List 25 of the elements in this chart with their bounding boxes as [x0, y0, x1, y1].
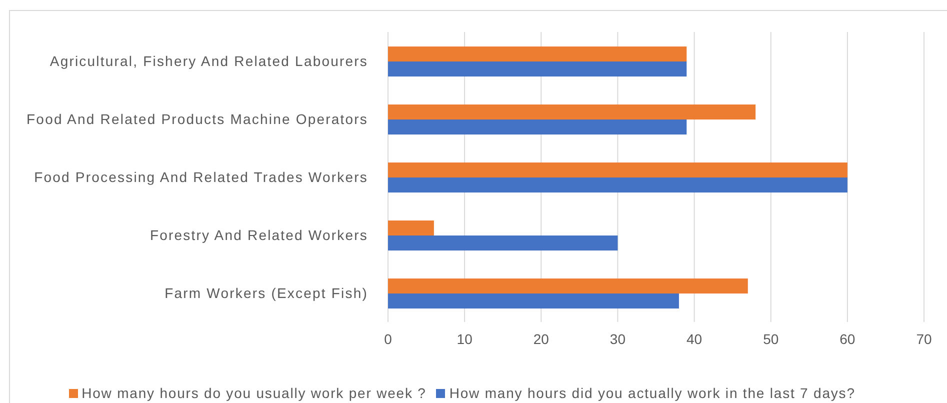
x-tick-label: 0 [384, 330, 392, 347]
x-tick-label: 30 [610, 330, 626, 347]
legend-label: How many hours did you actually work in the last 7 days? [449, 385, 856, 401]
bar [388, 162, 848, 178]
bar [388, 236, 618, 250]
x-tick-label: 60 [840, 330, 856, 347]
y-tick-label: Food Processing And Related Trades Workers [34, 168, 368, 185]
bar [388, 120, 687, 134]
y-tick-label: Farm Workers (Except Fish) [164, 284, 368, 301]
bar [388, 178, 848, 192]
bar [388, 220, 434, 236]
bar [388, 104, 756, 120]
bar [388, 46, 687, 62]
x-tick-label: 50 [763, 330, 779, 347]
y-tick-label: Agricultural, Fishery And Related Labourers [50, 52, 368, 69]
x-tick-label: 70 [916, 330, 932, 347]
y-tick-label: Forestry And Related Workers [150, 226, 368, 243]
legend-label: How many hours do you usually work per week ? [82, 385, 426, 401]
bar [388, 278, 748, 294]
bar [388, 62, 687, 76]
x-tick-label: 10 [456, 330, 473, 347]
x-tick-label: 40 [686, 330, 702, 347]
bar [388, 294, 679, 308]
y-tick-label: Food And Related Products Machine Operators [26, 110, 368, 127]
x-tick-label: 20 [533, 330, 550, 347]
